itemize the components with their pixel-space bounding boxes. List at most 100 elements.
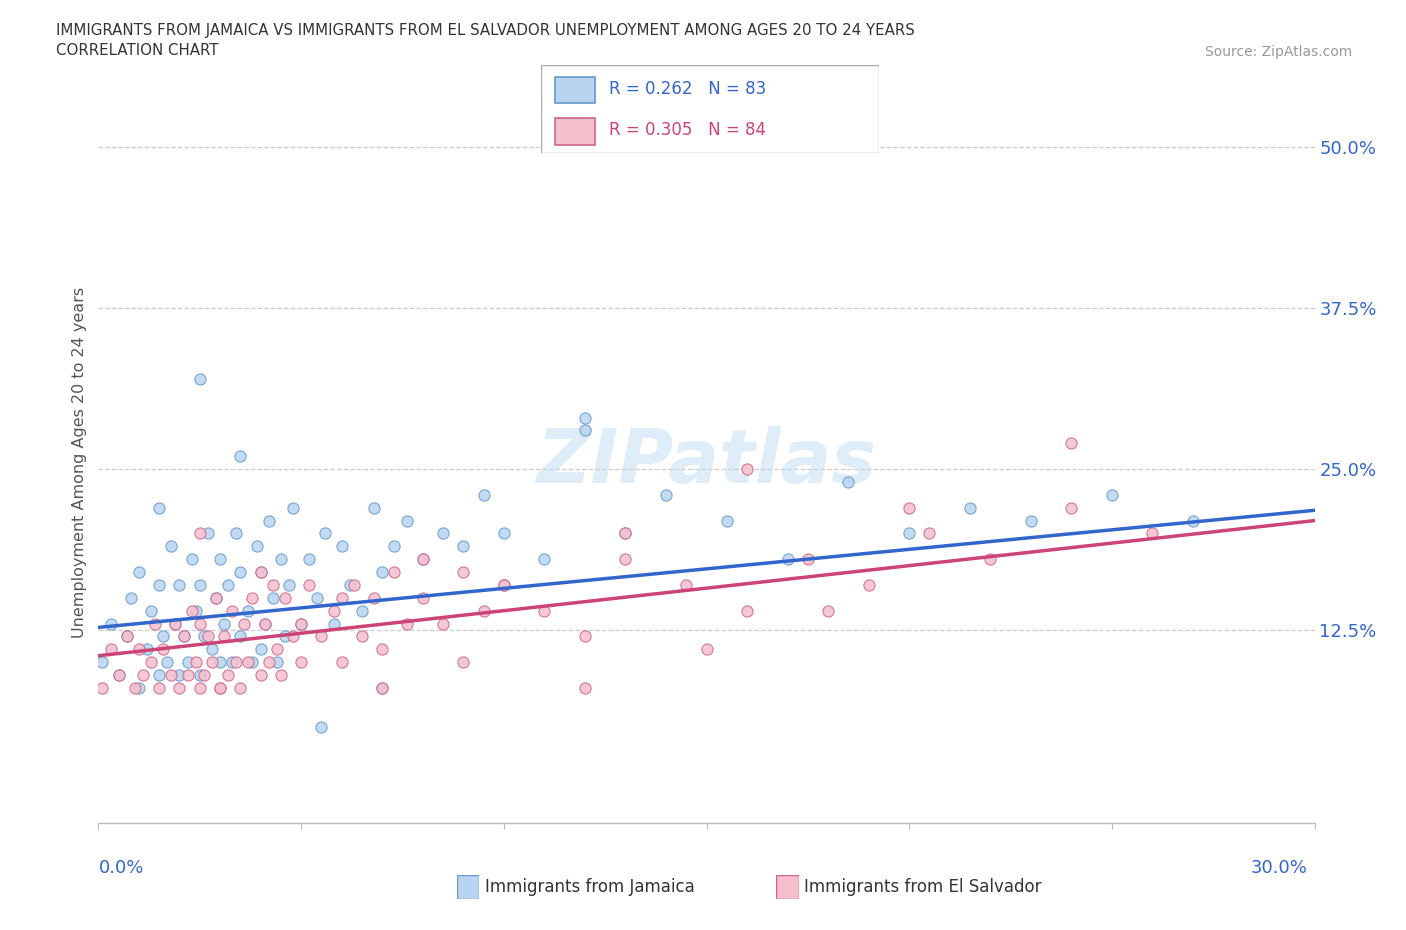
Point (229, 565, 252, 579)
Point (395, 616, 418, 631)
Point (156, 655, 179, 670)
Point (249, 565, 271, 579)
Point (209, 681, 232, 696)
Point (184, 655, 207, 670)
Point (492, 578, 515, 592)
Point (371, 642, 394, 657)
Point (148, 668, 170, 683)
Point (120, 591, 142, 605)
Y-axis label: Unemployment Among Ages 20 to 24 years: Unemployment Among Ages 20 to 24 years (72, 287, 87, 638)
Text: Immigrants from El Salvador: Immigrants from El Salvador (804, 878, 1042, 897)
Point (412, 551, 434, 566)
Point (1060, 500, 1083, 515)
Point (188, 616, 211, 631)
Point (274, 591, 297, 605)
Point (278, 578, 301, 592)
Point (371, 681, 394, 696)
Point (270, 551, 292, 566)
Text: R = 0.262   N = 83: R = 0.262 N = 83 (609, 80, 766, 98)
Point (339, 578, 361, 592)
Point (217, 668, 239, 683)
Point (382, 565, 405, 579)
Point (209, 655, 232, 670)
Point (128, 681, 150, 696)
Point (655, 487, 678, 502)
Point (675, 578, 697, 592)
Point (249, 668, 271, 683)
Point (249, 642, 271, 657)
Point (188, 668, 211, 683)
Point (245, 538, 267, 553)
Point (205, 591, 228, 605)
Point (229, 629, 252, 644)
Point (350, 604, 373, 618)
Point (165, 616, 187, 631)
Point (262, 578, 284, 592)
Point (201, 642, 224, 657)
Point (209, 551, 232, 566)
Point (776, 551, 799, 566)
Point (115, 629, 138, 644)
FancyBboxPatch shape (541, 65, 879, 153)
Point (152, 642, 174, 657)
Point (290, 616, 312, 631)
Point (253, 616, 276, 631)
Point (453, 655, 475, 670)
Point (298, 551, 321, 566)
Text: 0.0%: 0.0% (98, 858, 143, 877)
Point (330, 538, 353, 553)
Point (242, 591, 264, 605)
Point (176, 668, 198, 683)
Point (201, 655, 224, 670)
Point (169, 668, 191, 683)
Point (492, 526, 515, 541)
Point (472, 604, 495, 618)
Point (257, 513, 280, 528)
Point (363, 591, 385, 605)
Point (180, 604, 202, 618)
Point (322, 616, 344, 631)
Point (1101, 487, 1123, 502)
Point (209, 681, 232, 696)
Point (184, 604, 207, 618)
Point (176, 655, 198, 670)
Point (180, 551, 202, 566)
Point (918, 526, 941, 541)
Text: IMMIGRANTS FROM JAMAICA VS IMMIGRANTS FROM EL SALVADOR UNEMPLOYMENT AMONG AGES 2: IMMIGRANTS FROM JAMAICA VS IMMIGRANTS FR… (56, 23, 915, 38)
Point (266, 642, 288, 657)
Point (614, 526, 637, 541)
Point (107, 668, 129, 683)
Point (1019, 513, 1042, 528)
Point (221, 655, 243, 670)
Point (193, 668, 215, 683)
Point (205, 591, 228, 605)
Point (152, 629, 174, 644)
Point (290, 655, 312, 670)
Point (128, 565, 150, 579)
Point (91, 655, 114, 670)
Point (197, 629, 219, 644)
Point (574, 410, 596, 425)
Point (1182, 513, 1205, 528)
Point (266, 655, 288, 670)
Point (412, 591, 434, 605)
Point (160, 668, 183, 683)
Point (188, 372, 211, 387)
Point (136, 642, 159, 657)
Point (225, 655, 247, 670)
Point (139, 604, 162, 618)
Point (221, 604, 243, 618)
Point (696, 642, 718, 657)
Point (242, 655, 264, 670)
Point (262, 591, 284, 605)
Point (472, 487, 495, 502)
Point (238, 604, 260, 618)
Bar (555, 76, 595, 103)
Point (257, 655, 280, 670)
Point (432, 526, 454, 541)
Point (148, 500, 170, 515)
Point (574, 423, 596, 438)
Point (143, 616, 166, 631)
Text: R = 0.305   N = 84: R = 0.305 N = 84 (609, 122, 766, 140)
Point (837, 474, 859, 489)
